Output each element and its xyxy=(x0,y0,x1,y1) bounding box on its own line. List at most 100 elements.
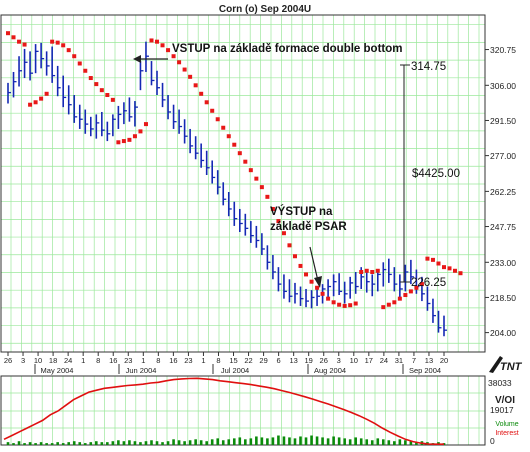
psar-dot xyxy=(442,265,446,270)
psar-dot xyxy=(265,194,270,199)
exit-label-line2: základě PSAR xyxy=(270,221,347,233)
psar-dot xyxy=(292,254,297,259)
psar-dot xyxy=(143,122,148,127)
volume-bar xyxy=(83,443,87,445)
volume-bar xyxy=(376,438,380,445)
psar-dot xyxy=(188,74,193,79)
date-tick-label: 8 xyxy=(216,356,220,365)
volume-bar xyxy=(271,437,275,445)
tnt-logo: TNT xyxy=(487,353,529,375)
lower-panel-axis: 38033 19017 0 V/OI Volume Interest xyxy=(488,378,519,446)
volume-bar xyxy=(210,439,214,445)
volume-bar xyxy=(72,441,76,445)
psar-dot xyxy=(149,38,154,43)
psar-dot xyxy=(337,302,342,307)
volume-bar xyxy=(304,437,308,445)
date-tick-label: 13 xyxy=(289,356,297,365)
volume-bar xyxy=(150,440,153,445)
volume-bar xyxy=(106,442,109,445)
psar-dot xyxy=(61,43,66,48)
month-label: Aug 2004 xyxy=(314,366,346,375)
volume-bar xyxy=(89,442,93,445)
psar-dot xyxy=(436,261,441,266)
volume-bar xyxy=(28,442,32,445)
volume-bar xyxy=(387,440,391,445)
psar-dot xyxy=(138,129,143,134)
volume-bar xyxy=(56,442,59,445)
psar-dot xyxy=(204,100,209,105)
date-tick-label: 23 xyxy=(184,356,192,365)
lower-tick-mid: 19017 xyxy=(490,405,514,415)
psar-dot xyxy=(77,61,82,66)
date-tick-label: 1 xyxy=(201,356,205,365)
volume-bar xyxy=(282,436,286,445)
psar-dot xyxy=(315,285,320,290)
psar-dot xyxy=(281,231,286,236)
psar-dot xyxy=(166,48,171,53)
price-bars xyxy=(7,41,447,337)
date-tick-label: 23 xyxy=(124,356,132,365)
psar-dot xyxy=(66,48,71,53)
date-tick-label: 26 xyxy=(320,356,328,365)
psar-dot xyxy=(232,142,237,147)
psar-dot xyxy=(193,83,198,88)
psar-dot xyxy=(348,303,353,308)
lower-tick-top: 38033 xyxy=(488,378,512,388)
psar-dot xyxy=(44,91,49,96)
entry-label: VSTUP na základě formace double bottom xyxy=(172,43,402,55)
volume-bar xyxy=(249,438,253,445)
psar-dot xyxy=(392,300,397,305)
psar-dot xyxy=(430,257,435,262)
volume-bar xyxy=(117,440,120,445)
volume-bar xyxy=(188,440,192,445)
psar-dot xyxy=(353,301,358,306)
exit-annotation: VÝSTUP na základě PSAR xyxy=(270,205,347,288)
psar-dot xyxy=(298,263,303,268)
date-tick-label: 6 xyxy=(277,356,281,365)
psar-dot xyxy=(320,291,325,296)
exit-arrow-shaft xyxy=(309,246,319,282)
lower-panel-frame xyxy=(0,375,486,446)
volume-bar xyxy=(95,441,98,445)
psar-dot xyxy=(160,43,165,48)
psar-dot xyxy=(397,296,402,301)
volume-bar xyxy=(39,442,43,445)
date-tick-label: 22 xyxy=(244,356,252,365)
volume-bar xyxy=(50,443,54,445)
logo-swoosh xyxy=(489,356,503,373)
psar-dot xyxy=(453,268,457,273)
psar-dot xyxy=(259,185,264,190)
date-tick-label: 7 xyxy=(412,356,416,365)
volume-bar xyxy=(260,437,264,445)
volume-bar xyxy=(78,442,82,445)
psar-dot xyxy=(94,82,99,87)
month-label: Jul 2004 xyxy=(221,366,249,375)
open-interest-line xyxy=(3,377,444,446)
date-tick-label: 17 xyxy=(365,356,373,365)
volume-bar xyxy=(326,438,330,445)
volume-bar xyxy=(128,440,131,445)
psar-dot xyxy=(182,67,187,72)
psar-dot xyxy=(39,96,44,101)
volume-bar xyxy=(310,435,313,445)
volume-legend: Volume xyxy=(495,421,518,428)
volume-bar xyxy=(161,442,164,445)
psar-dot xyxy=(28,102,33,107)
volume-bar xyxy=(315,436,319,445)
volume-bar xyxy=(321,437,324,445)
price-tick-label: 320.75 xyxy=(490,45,516,55)
price-tick-label: 204.00 xyxy=(490,328,516,338)
volume-bar xyxy=(23,443,26,445)
volume-bar xyxy=(381,439,385,445)
volume-bar xyxy=(34,443,37,445)
volume-bar xyxy=(348,439,352,445)
date-tick-label: 24 xyxy=(380,356,388,365)
profit-label: $4425.00 xyxy=(412,168,460,180)
volume-bar xyxy=(232,438,236,445)
psar-dot xyxy=(177,60,182,65)
psar-dot xyxy=(116,140,121,145)
volume-bar xyxy=(293,438,297,445)
psar-dot xyxy=(381,305,386,310)
